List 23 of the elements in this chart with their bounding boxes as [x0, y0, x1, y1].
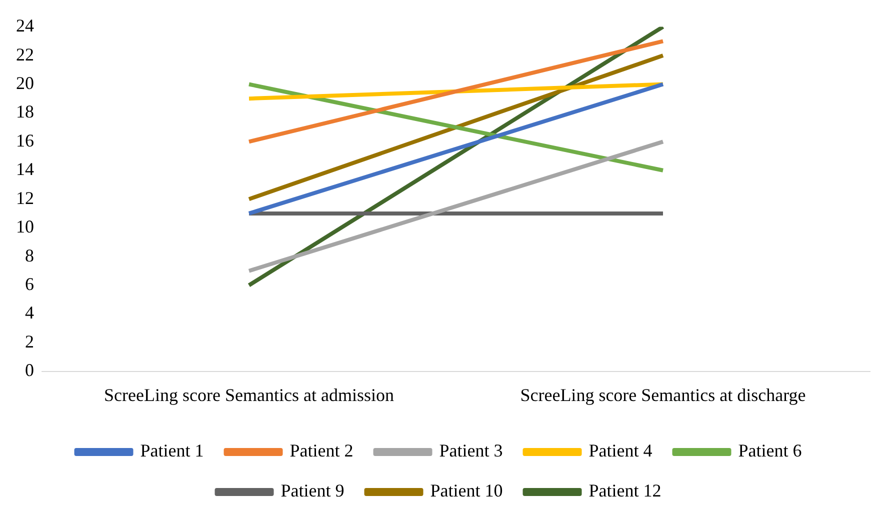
y-tick-label: 12	[16, 188, 34, 208]
y-tick-label: 10	[16, 216, 34, 237]
y-tick-label: 18	[16, 102, 34, 122]
x-tick-label: ScreeLing score Semantics at discharge	[520, 384, 806, 405]
y-tick-label: 16	[16, 130, 34, 150]
y-tick-label: 22	[16, 44, 34, 64]
legend-label: Patient 3	[439, 440, 503, 461]
legend-label: Patient 9	[280, 480, 344, 501]
legend-label: Patient 2	[290, 440, 354, 461]
y-tick-label: 6	[25, 274, 34, 294]
legend-label: Patient 1	[140, 440, 204, 461]
y-tick-label: 24	[16, 16, 34, 36]
y-tick-label: 2	[25, 331, 34, 352]
y-tick-label: 4	[25, 302, 34, 323]
y-tick-label: 0	[25, 360, 34, 380]
x-tick-label: ScreeLing score Semantics at admission	[104, 384, 394, 405]
legend-label: Patient 10	[430, 480, 503, 501]
y-tick-label: 8	[25, 245, 34, 266]
y-tick-label: 14	[16, 159, 34, 180]
legend-label: Patient 12	[588, 480, 662, 501]
y-tick-label: 20	[16, 72, 34, 93]
legend-label: Patient 6	[738, 440, 802, 461]
legend-label: Patient 4	[588, 440, 652, 461]
